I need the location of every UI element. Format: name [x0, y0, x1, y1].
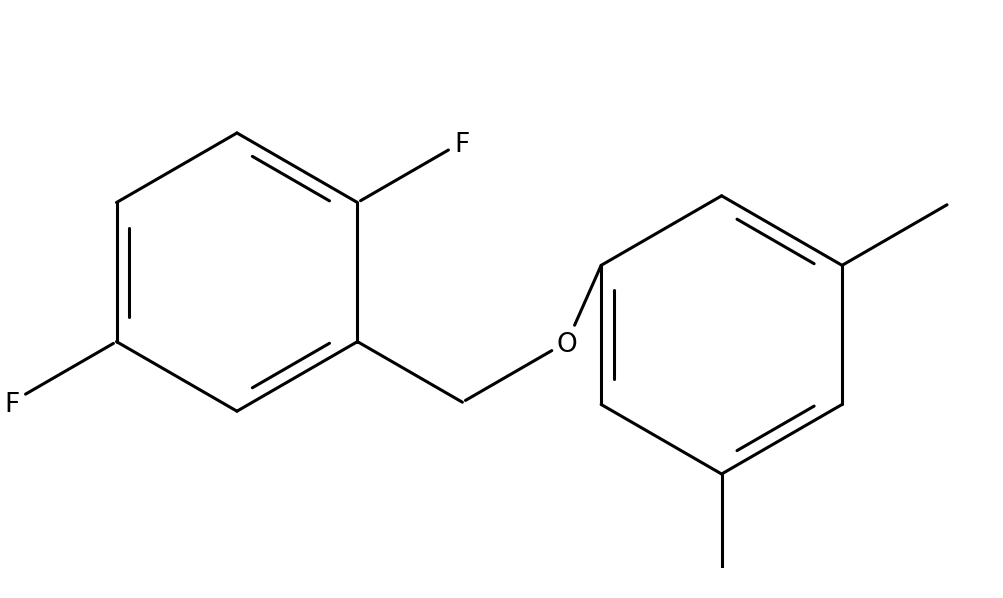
Text: O: O [557, 332, 577, 358]
Text: F: F [4, 392, 19, 418]
Text: F: F [454, 132, 469, 158]
